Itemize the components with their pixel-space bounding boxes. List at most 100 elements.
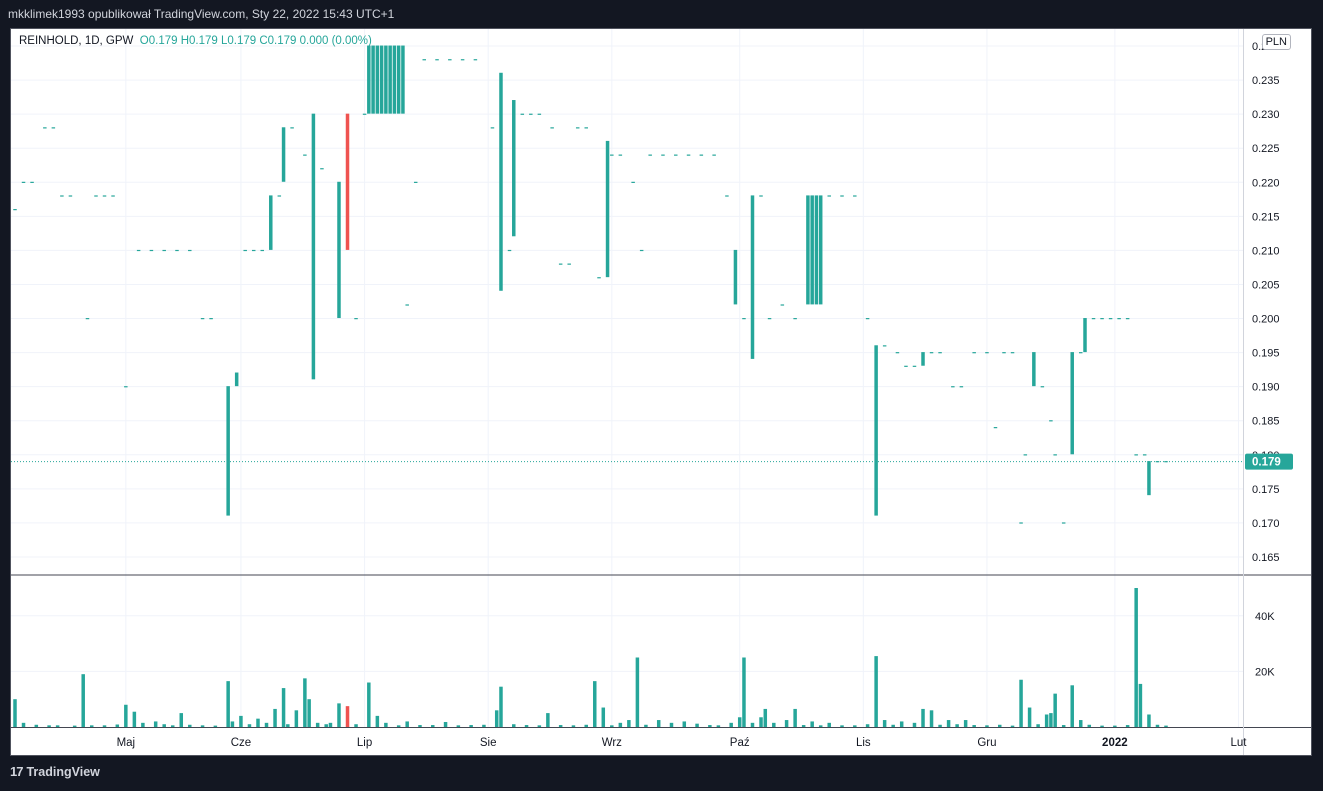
- volume-bar: [772, 722, 776, 727]
- price-candle: [149, 249, 154, 252]
- volume-bar: [124, 704, 128, 727]
- price-candle: [30, 181, 34, 183]
- price-tick-label: 0.215: [1252, 211, 1280, 223]
- price-candle: [260, 249, 265, 252]
- price-candle: [422, 59, 426, 61]
- volume-bar: [882, 720, 887, 727]
- volume-bar: [153, 721, 158, 727]
- price-candle: [111, 195, 115, 197]
- price-candle: [435, 59, 439, 61]
- time-tick-label: Lut: [1230, 737, 1247, 749]
- publisher-line: mkklimek1993 opublikował TradingView.com…: [8, 7, 395, 21]
- price-candle: [618, 154, 623, 156]
- price-candle: [750, 195, 755, 359]
- price-candle: [725, 195, 729, 197]
- volume-tick-label: 20K: [1255, 666, 1275, 678]
- price-candle: [921, 352, 925, 366]
- price-candle: [1010, 352, 1015, 354]
- price-candle: [814, 195, 819, 305]
- price-candle: [21, 181, 26, 183]
- price-tick-label: 0.200: [1252, 314, 1280, 326]
- price-candle: [379, 45, 384, 114]
- volume-bar: [354, 724, 358, 727]
- volume-bar: [256, 718, 260, 727]
- price-candle: [85, 318, 90, 320]
- volume-tick-label: 40K: [1255, 611, 1275, 623]
- price-candle: [742, 318, 746, 320]
- volume-bar: [1053, 693, 1057, 727]
- price-candle: [1100, 318, 1104, 320]
- volume-bar: [635, 657, 640, 727]
- price-tick-label: 0.185: [1252, 416, 1280, 428]
- volume-bar: [929, 710, 934, 727]
- symbol-legend: REINHOLD, 1D, GPW O0.179 H0.179 L0.179 C…: [19, 35, 372, 47]
- price-candle: [1032, 352, 1036, 387]
- volume-bar: [418, 725, 422, 727]
- volume-bar: [558, 725, 563, 727]
- price-candle: [60, 195, 64, 197]
- price-candle: [584, 127, 588, 129]
- price-candle: [712, 154, 716, 156]
- volume-bar: [328, 722, 333, 727]
- time-tick-label: Lis: [856, 737, 871, 749]
- volume-bar: [972, 725, 976, 727]
- volume-bar: [891, 724, 895, 727]
- volume-bar: [405, 721, 409, 727]
- price-candle: [162, 249, 166, 252]
- price-candle: [1040, 386, 1045, 388]
- price-candle: [558, 263, 563, 265]
- volume-bar: [853, 725, 857, 727]
- volume-bar: [213, 725, 218, 727]
- volume-bar: [188, 724, 192, 727]
- volume-bar: [1100, 725, 1104, 727]
- price-candle: [874, 345, 878, 516]
- price-tick-label: 0.205: [1252, 279, 1280, 291]
- price-tick-label: 0.220: [1252, 177, 1280, 189]
- volume-bar: [784, 720, 789, 727]
- price-candle: [102, 195, 107, 197]
- volume-bar: [273, 708, 277, 727]
- volume-bar: [179, 713, 184, 727]
- volume-bar: [656, 720, 661, 727]
- price-tick-label: 0.195: [1252, 348, 1280, 360]
- chart-panel[interactable]: 0.1650.1700.1750.1800.1850.1900.1950.200…: [10, 28, 1312, 756]
- price-candle: [759, 195, 763, 197]
- volume-bar: [226, 681, 230, 727]
- volume-bar: [801, 725, 806, 727]
- price-candle: [597, 277, 601, 279]
- price-candle: [810, 195, 814, 305]
- brand-footer[interactable]: 17 TradingView: [10, 764, 100, 779]
- currency-badge[interactable]: PLN: [1261, 34, 1291, 50]
- price-candle: [1142, 454, 1147, 456]
- volume-bar: [281, 688, 286, 727]
- price-candle: [405, 304, 409, 306]
- price-candle: [639, 249, 644, 252]
- price-candle: [490, 127, 495, 129]
- time-tick-label: Sie: [480, 737, 497, 749]
- price-candle: [529, 113, 533, 115]
- price-candle: [895, 352, 900, 354]
- volume-bar: [997, 724, 1002, 727]
- volume-bar: [512, 724, 516, 727]
- chart-canvas[interactable]: 0.1650.1700.1750.1800.1850.1900.1950.200…: [11, 29, 1311, 755]
- volume-bar: [1078, 720, 1083, 727]
- volume-bar: [1125, 725, 1130, 727]
- price-candle: [1070, 352, 1074, 455]
- volume-bar: [912, 722, 917, 727]
- volume-bar: [34, 724, 39, 727]
- price-candle: [94, 195, 98, 197]
- volume-bar: [1147, 714, 1151, 727]
- volume-bar: [230, 721, 235, 727]
- symbol-label[interactable]: REINHOLD, 1D, GPW: [19, 35, 134, 47]
- price-candle: [793, 318, 797, 320]
- price-candle: [1002, 352, 1006, 354]
- time-tick-label: Paź: [730, 737, 750, 749]
- volume-bar: [946, 720, 951, 727]
- price-candle: [780, 304, 785, 306]
- volume-bar: [763, 708, 768, 727]
- volume-bar: [431, 725, 435, 727]
- price-candle: [413, 181, 418, 183]
- price-candle: [13, 209, 17, 211]
- price-tick-label: 0.190: [1252, 382, 1280, 394]
- price-candle: [882, 345, 887, 347]
